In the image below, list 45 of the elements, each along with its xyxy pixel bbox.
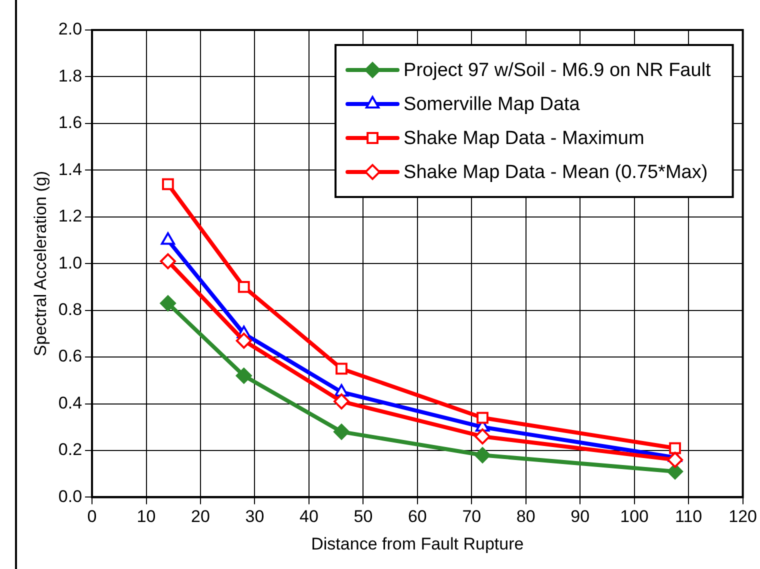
point bbox=[474, 447, 491, 464]
y-tick-label: 0.6 bbox=[58, 346, 82, 366]
y-axis-title: Spectral Acceleration (g) bbox=[30, 171, 50, 356]
y-tick-label: 1.8 bbox=[58, 66, 82, 86]
point bbox=[238, 281, 250, 293]
point bbox=[236, 332, 252, 349]
point bbox=[334, 393, 350, 410]
legend-label: Somerville Map Data bbox=[404, 94, 580, 116]
x-tick-label: 20 bbox=[191, 507, 210, 526]
y-tick-label: 2.0 bbox=[58, 20, 82, 39]
x-tick-label: 70 bbox=[462, 507, 482, 526]
y-tick-label: 0.4 bbox=[58, 393, 82, 412]
y-tick-label: 1.2 bbox=[58, 206, 82, 226]
x-tick-label: 10 bbox=[136, 507, 156, 526]
x-tick-label: 50 bbox=[354, 507, 373, 526]
point bbox=[476, 412, 488, 424]
y-tick-label: 0.8 bbox=[58, 300, 82, 320]
y-tick-label: 1.0 bbox=[58, 253, 82, 272]
x-axis-title: Distance from Fault Rupture bbox=[311, 534, 524, 554]
x-tick-label: 90 bbox=[570, 507, 590, 526]
x-tick-label: 0 bbox=[87, 507, 97, 526]
x-tick-label: 120 bbox=[728, 507, 758, 526]
legend-label: Shake Map Data - Maximum bbox=[404, 128, 644, 150]
x-tick-label: 30 bbox=[245, 507, 264, 526]
point bbox=[669, 442, 681, 454]
point bbox=[160, 253, 176, 270]
x-tick-label: 110 bbox=[675, 507, 702, 526]
point bbox=[474, 428, 491, 444]
x-tick-label: 100 bbox=[620, 507, 649, 526]
point bbox=[667, 464, 684, 480]
point bbox=[667, 452, 684, 468]
y-tick-label: 1.6 bbox=[58, 113, 82, 132]
legend-label: Shake Map Data - Mean (0.75*Max) bbox=[404, 162, 708, 184]
point bbox=[236, 368, 252, 384]
x-tick-label: 40 bbox=[300, 507, 318, 526]
y-tick-label: 0.0 bbox=[58, 486, 82, 506]
x-tick-label: 60 bbox=[408, 507, 427, 526]
point bbox=[334, 424, 350, 440]
point bbox=[336, 362, 348, 375]
y-tick-label: 0.2 bbox=[58, 440, 82, 460]
y-tick-label: 1.4 bbox=[58, 160, 82, 179]
legend-label: Project 97 w/Soil - M6.9 on NR Fault bbox=[404, 60, 712, 82]
point bbox=[160, 295, 176, 312]
x-tick-label: 80 bbox=[516, 507, 536, 526]
point bbox=[162, 178, 174, 190]
